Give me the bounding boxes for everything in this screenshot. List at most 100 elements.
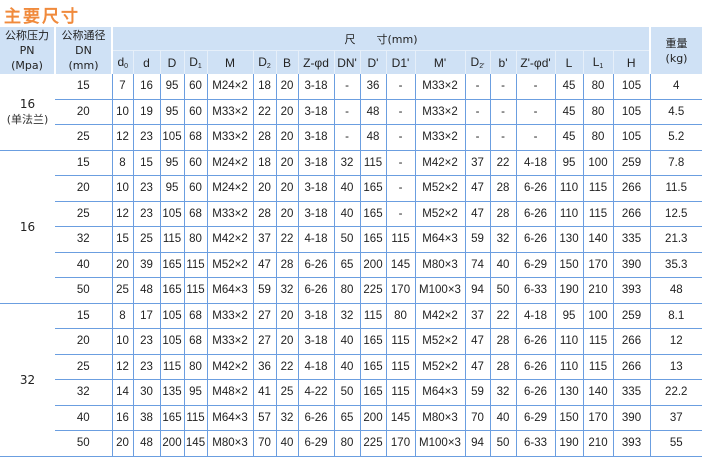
dimension-cell: 225 [359, 430, 386, 457]
dimension-cell: M33×2 [206, 328, 253, 355]
column-header-label: Z-φd [303, 55, 329, 70]
dimension-cell: 6-33 [515, 430, 555, 457]
dimension-cell: 95 [159, 150, 184, 176]
dimension-cell: - [385, 124, 415, 151]
dimension-cell: 20 [275, 175, 298, 202]
dimension-cell: 45 [554, 124, 583, 151]
dimension-cell: 4-18 [297, 226, 334, 253]
table-row: 50 25 48 165 115 M64×3 59 32 6-26 80 225 170 M100×3 9… [0, 277, 702, 304]
table-row: 40 20 39 165 115 M52×2 47 28 6-26 65 200 145 M80×3 74… [0, 252, 702, 278]
dn-cell: 20 [55, 99, 112, 125]
dimension-cell: 110 [554, 201, 583, 227]
dimension-cell: 32 [275, 405, 298, 431]
dimension-cell: 60 [183, 150, 207, 176]
dn-header: 公称通径 DN (mm) [55, 27, 113, 74]
dimension-cell: 12 [111, 354, 133, 380]
dimension-cell: 15 [111, 226, 133, 253]
dimension-cell: 40 [333, 328, 360, 355]
dimension-cell: 30 [132, 379, 160, 406]
dimension-cell: 100 [582, 303, 613, 329]
dimension-cell: 115 [359, 150, 386, 176]
dimension-cell: 50 [489, 277, 516, 304]
table-row: 16 (单法兰) 15 7 16 95 60 M24×2 18 20 3-18-36- M33×2- -… [0, 74, 702, 151]
dimension-cell: 23 [132, 201, 160, 227]
column-header-subscript: 0 [124, 63, 129, 70]
column-header: L [554, 50, 583, 74]
dimension-cell: 105 [612, 99, 650, 125]
dimension-cell: 65 [333, 252, 360, 278]
dimension-cell: 4-22 [297, 379, 334, 406]
dimension-cell: 36 [252, 354, 276, 380]
dimension-cell: M52×2 [414, 328, 465, 355]
column-header-label: D [470, 55, 480, 69]
pn-cell: 16 [0, 150, 55, 304]
pn-value: 32 [19, 372, 36, 387]
dimension-cell: 110 [554, 354, 583, 380]
dimension-cell: 40 [489, 405, 516, 431]
dimension-cell: 115 [582, 354, 613, 380]
dimension-cell: - [385, 201, 415, 227]
dimension-cell: 115 [385, 354, 415, 380]
weight-cell: 4.5 [649, 99, 702, 125]
table-row: 32 15 25 115 80 M42×2 37 22 4-18 50 165 115 M64×3 59 3… [0, 226, 702, 253]
weight-cell: 35.3 [649, 252, 702, 278]
dimension-cell: 60 [183, 175, 207, 202]
dimension-cell: 57 [252, 405, 276, 431]
dn-cell: 25 [55, 201, 112, 227]
dimension-cell: 4-18 [297, 354, 334, 380]
dimension-cell: 165 [359, 379, 386, 406]
dimension-cell: - [464, 74, 490, 100]
dimension-cell: 210 [582, 277, 613, 304]
dimension-cell: 68 [183, 303, 207, 329]
column-header: D2' [464, 50, 490, 74]
dimension-cell: 32 [489, 379, 516, 406]
dimension-cell: M48×2 [206, 379, 253, 406]
weight-cell: 21.3 [649, 226, 702, 253]
column-header: D2 [252, 50, 276, 74]
dn-header-line: DN [75, 44, 92, 57]
dimension-cell: 165 [359, 354, 386, 380]
dimension-cell: 150 [554, 252, 583, 278]
table-row: 40 16 38 165 115 M64×3 57 32 6-26 65 200 145 M80×3 70… [0, 405, 702, 431]
dimension-cell: 80 [183, 354, 207, 380]
table-row: 25 12 23 105 68 M33×2 28 20 3-18-48- M33×2- - -45 80… [0, 124, 702, 151]
dimension-cell: 14 [111, 379, 133, 406]
dimension-cell: 115 [183, 405, 207, 431]
dimension-cell: 170 [582, 405, 613, 431]
column-header-label: D' [367, 55, 379, 70]
dn-cell: 50 [55, 277, 112, 304]
dimension-cell: 38 [132, 405, 160, 431]
dimension-cell: 8 [111, 150, 133, 176]
dimension-cell: M42×2 [414, 303, 465, 329]
dimension-cell: 20 [275, 201, 298, 227]
column-header-label: D1' [391, 55, 410, 70]
weight-cell: 48 [649, 277, 702, 304]
dn-header-line: (mm) [68, 59, 99, 72]
dimension-cell: 115 [582, 175, 613, 202]
dimension-cell: 22 [275, 354, 298, 380]
dimension-cell: 22 [489, 303, 516, 329]
dimension-cell: 3-18 [297, 124, 334, 151]
dimension-cell: M33×2 [206, 124, 253, 151]
pn-header: 公称压力 PN (Mpa) [0, 27, 56, 74]
weight-header: 重量 (kg) [649, 27, 702, 74]
dimension-cell: M42×2 [206, 354, 253, 380]
pn-header-line: PN [19, 44, 35, 57]
dimension-cell: 10 [111, 175, 133, 202]
dimension-cell: 190 [554, 430, 583, 457]
dn-cell: 50 [55, 430, 112, 457]
dimension-cell: 50 [489, 430, 516, 457]
dimension-cell: 3-18 [297, 328, 334, 355]
dimension-cell: 70 [464, 405, 490, 431]
dimension-cell: 6-26 [515, 379, 555, 406]
dimension-cell: 18 [252, 74, 276, 100]
column-header: D' [359, 50, 386, 74]
weight-cell: 8.1 [649, 303, 702, 329]
weight-cell: 37 [649, 405, 702, 431]
dimension-cell: 115 [385, 226, 415, 253]
dimension-cell: M42×2 [206, 226, 253, 253]
dimension-cell: 59 [464, 226, 490, 253]
dimension-cell: 12 [111, 124, 133, 151]
dimension-cell: 20 [275, 150, 298, 176]
column-header-label: d [143, 55, 150, 70]
